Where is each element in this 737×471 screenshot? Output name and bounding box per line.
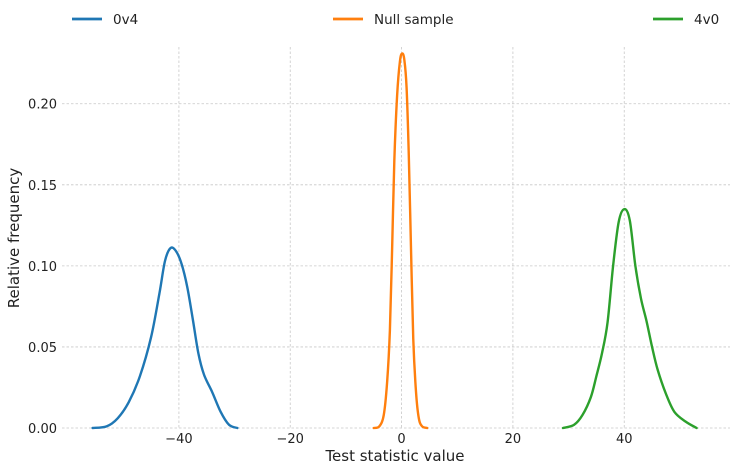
- y-axis-label: Relative frequency: [5, 168, 23, 309]
- series-line-null-sample: [372, 52, 429, 430]
- x-tick-label: −40: [165, 432, 192, 447]
- y-tick-label: 0.10: [28, 260, 57, 275]
- x-tick-label: 40: [616, 432, 633, 447]
- x-tick-label: 20: [505, 432, 522, 447]
- legend-label: Null sample: [374, 12, 454, 28]
- x-axis-label: Test statistic value: [324, 447, 464, 465]
- x-tick-label: −20: [277, 432, 304, 447]
- series-layer: [91, 52, 698, 430]
- legend-label: 4v0: [694, 12, 719, 28]
- x-tick-label: 0: [397, 432, 405, 447]
- series-line-0v4: [91, 246, 239, 430]
- legend-label: 0v4: [113, 12, 138, 28]
- y-tick-label: 0.00: [28, 422, 57, 437]
- y-tick-label: 0.15: [28, 179, 57, 194]
- y-tick-label: 0.05: [28, 341, 57, 356]
- legend-item-4v0: 4v0: [653, 12, 719, 28]
- y-tick-label: 0.20: [28, 98, 57, 113]
- series-line-4v0: [561, 207, 698, 430]
- tick-labels: −40 −20 0 20 40 0.00 0.05 0.10 0.15 0.20: [28, 98, 632, 447]
- legend: 0v4 Null sample 4v0: [72, 12, 719, 28]
- legend-item-0v4: 0v4: [72, 12, 138, 28]
- legend-item-null-sample: Null sample: [333, 12, 454, 28]
